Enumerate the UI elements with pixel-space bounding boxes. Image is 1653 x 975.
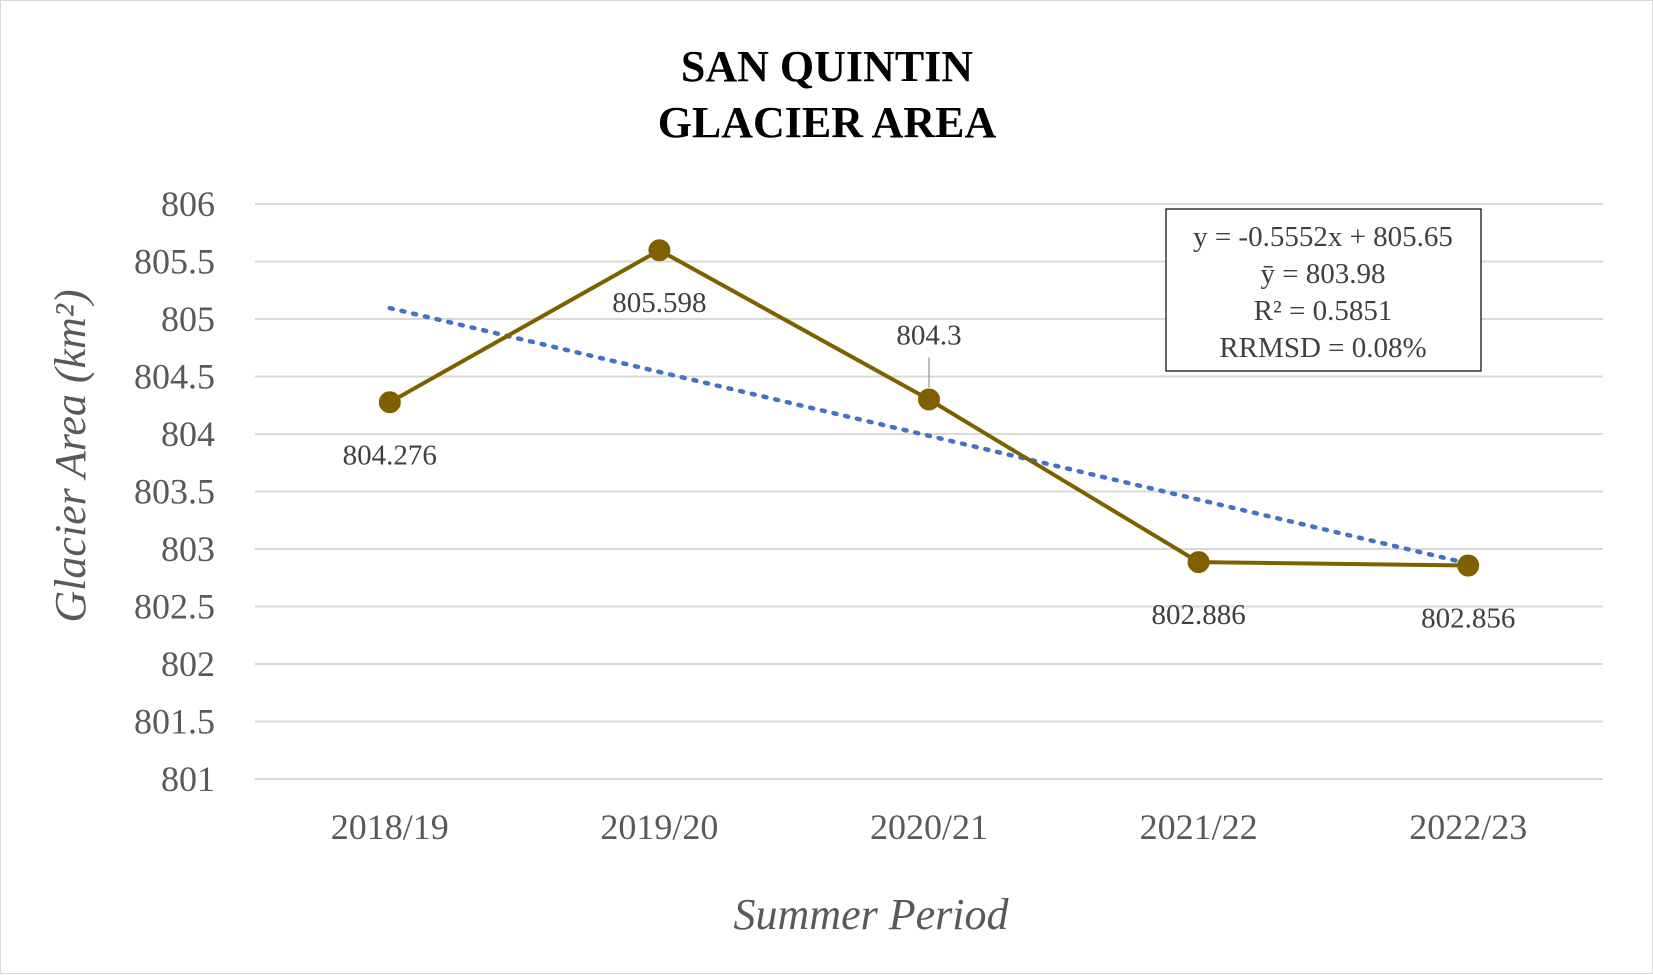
y-tick-label: 802 xyxy=(161,644,215,684)
y-tick-label: 804 xyxy=(161,414,215,454)
y-tick-label: 805.5 xyxy=(134,242,215,282)
y-tick-label: 806 xyxy=(161,184,215,224)
y-tick-label: 802.5 xyxy=(134,587,215,627)
y-tick-label: 801 xyxy=(161,759,215,799)
data-point xyxy=(648,239,671,262)
data-label: 804.276 xyxy=(343,439,437,471)
y-tick-label: 803 xyxy=(161,529,215,569)
chart-title-line-2: GLACIER AREA xyxy=(658,98,997,147)
data-point xyxy=(918,388,940,411)
y-axis-title: Glacier Area (km²) xyxy=(46,289,95,622)
stats-r-squared: R² = 0.5851 xyxy=(1254,295,1393,327)
data-label: 805.598 xyxy=(612,287,706,319)
x-tick-label: 2018/19 xyxy=(331,807,449,847)
data-label: 802.856 xyxy=(1421,603,1515,635)
data-labels: 804.276 805.598 804.3 802.886 802.856 xyxy=(343,287,1516,634)
y-tick-label: 805 xyxy=(161,299,215,339)
trendline xyxy=(387,305,1471,566)
x-tick-label: 2021/22 xyxy=(1140,807,1258,847)
y-axis-ticks: 806 805.5 805 804.5 804 803.5 803 802.5 802 801.5… xyxy=(134,184,215,799)
y-tick-label: 803.5 xyxy=(134,472,215,512)
stats-box-border xyxy=(1165,208,1482,372)
stats-box: y = -0.5552x + 805.65 ȳ = 803.98 R² = 0.… xyxy=(1165,208,1482,372)
data-label: 804.3 xyxy=(896,320,961,352)
chart-title-line-1: SAN QUINTIN xyxy=(681,42,973,91)
stats-mean: ȳ = 803.98 xyxy=(1260,258,1385,290)
data-point xyxy=(1457,554,1480,577)
trendline-layer xyxy=(387,305,1471,566)
y-tick-label: 801.5 xyxy=(134,702,215,742)
x-axis-ticks: 2018/19 2019/20 2020/21 2021/22 2022/23 xyxy=(331,807,1527,847)
x-axis-title: Summer Period xyxy=(734,890,1010,939)
series-layer xyxy=(378,239,1480,577)
x-tick-label: 2020/21 xyxy=(870,807,988,847)
y-tick-label: 804.5 xyxy=(134,357,215,397)
data-point xyxy=(378,391,401,414)
data-label: 802.886 xyxy=(1151,599,1245,631)
x-tick-label: 2022/23 xyxy=(1409,807,1527,847)
data-point xyxy=(1187,551,1210,574)
x-tick-label: 2019/20 xyxy=(600,807,718,847)
stats-equation: y = -0.5552x + 805.65 xyxy=(1193,221,1453,253)
stats-rrmsd: RRMSD = 0.08% xyxy=(1219,332,1426,364)
